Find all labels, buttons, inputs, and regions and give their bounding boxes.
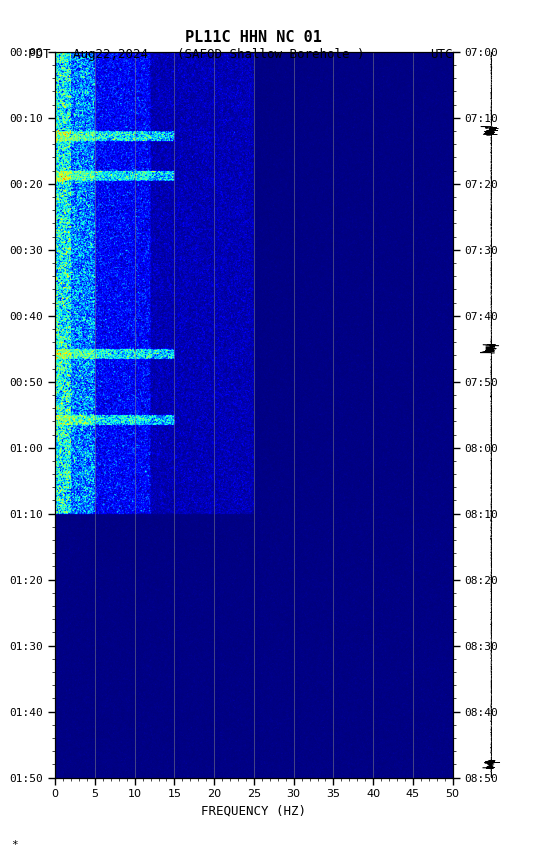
Text: *: *: [11, 841, 18, 850]
Text: UTC: UTC: [431, 48, 453, 60]
Text: PL11C HHN NC 01: PL11C HHN NC 01: [185, 30, 322, 45]
X-axis label: FREQUENCY (HZ): FREQUENCY (HZ): [201, 805, 306, 818]
Text: PDT   Aug22,2024: PDT Aug22,2024: [28, 48, 147, 60]
Text: (SAFOD Shallow Borehole ): (SAFOD Shallow Borehole ): [177, 48, 364, 60]
